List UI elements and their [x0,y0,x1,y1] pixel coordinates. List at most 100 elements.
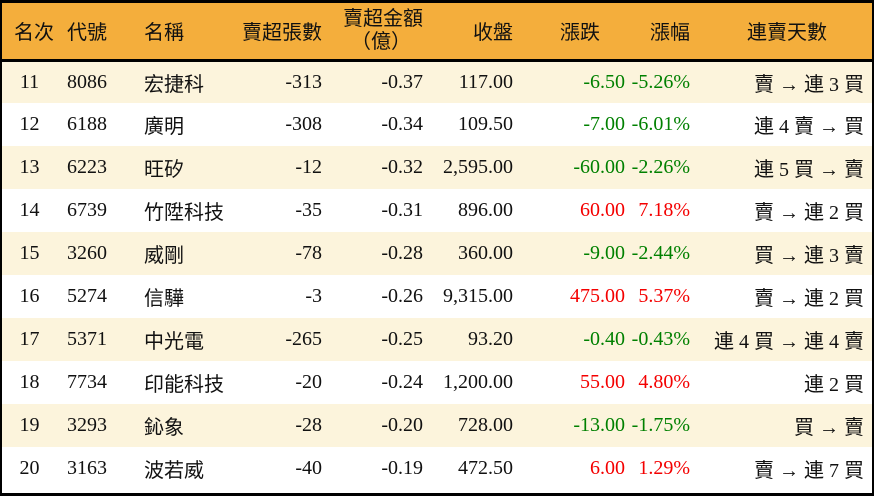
change-pct-cell: -2.26% [631,156,690,178]
sell-volume-cell: -313 [285,70,322,93]
table-row: 19 3293 鈊象 -28 -0.20 728.00 -13.00 -1.75… [2,404,872,447]
column-header-sell-amount: 賣超金額 （億） [327,3,427,62]
stock-code-cell: 6188 [67,113,107,135]
streak-cell: 買 → 賣 [794,417,864,439]
column-header-sell-amount-line2: （億） [351,30,411,53]
stock-name-cell: 信驊 [144,288,184,310]
column-header-change-pct: 漲幅 [627,3,692,62]
close-price-cell: 360.00 [458,242,513,264]
stock-code-cell: 5371 [67,328,107,350]
sell-volume-cell: -28 [295,414,322,436]
stock-code-cell: 5274 [67,285,107,307]
sell-volume-cell: -265 [285,328,322,350]
close-price-cell: 728.00 [458,414,513,436]
rank-cell: 19 [19,414,40,436]
streak-cell: 連 4 賣 → 買 [754,116,864,138]
stock-name-cell: 宏捷科 [144,73,204,96]
close-price-cell: 109.50 [458,113,513,135]
change-pct-cell: -2.44% [631,242,690,264]
sell-amount-cell: -0.28 [381,242,423,264]
table-row: 12 6188 廣明 -308 -0.34 109.50 -7.00 -6.01… [2,103,872,146]
rank-cell: 17 [19,328,40,350]
column-header-streak: 連賣天數 [692,3,872,62]
column-header-name: 名稱 [117,3,237,62]
table-row: 13 6223 旺矽 -12 -0.32 2,595.00 -60.00 -2.… [2,146,872,189]
table-row: 11 8086 宏捷科 -313 -0.37 117.00 -6.50 -5.2… [2,60,872,103]
rank-cell: 14 [19,199,40,221]
change-cell: -13.00 [573,414,625,436]
sell-amount-cell: -0.32 [381,156,423,178]
change-cell: -7.00 [583,113,625,135]
change-cell: 475.00 [570,285,625,307]
table-row: 18 7734 印能科技 -20 -0.24 1,200.00 55.00 4.… [2,361,872,404]
sell-volume-cell: -40 [295,457,322,479]
close-price-cell: 896.00 [458,199,513,221]
rank-cell: 12 [19,113,40,135]
close-price-cell: 93.20 [468,328,513,350]
change-pct-cell: 5.37% [638,285,690,307]
sell-volume-cell: -35 [295,199,322,221]
sell-amount-cell: -0.34 [381,113,423,135]
column-header-sell-amount-line1: 賣超金額 [343,7,423,30]
rank-cell: 11 [19,70,40,93]
change-pct-cell: 7.18% [638,199,690,221]
change-pct-cell: -1.75% [631,414,690,436]
stock-code-cell: 6739 [67,199,107,221]
streak-cell: 連 5 買 → 賣 [754,159,864,181]
change-cell: -0.40 [583,328,625,350]
column-header-sell-volume: 賣超張數 [237,3,327,62]
sell-volume-cell: -3 [305,285,322,307]
sell-amount-cell: -0.19 [381,457,423,479]
stock-name-cell: 旺矽 [144,159,184,181]
sell-volume-cell: -308 [285,113,322,135]
stock-name-cell: 中光電 [144,331,204,353]
stock-code-cell: 3163 [67,457,107,479]
table-row: 15 3260 威剛 -78 -0.28 360.00 -9.00 -2.44%… [2,232,872,275]
sell-amount-cell: -0.37 [381,70,423,93]
stock-name-cell: 鈊象 [144,417,184,439]
streak-cell: 買 → 連 3 賣 [754,245,864,267]
stock-name-cell: 波若威 [144,460,204,482]
streak-cell: 賣 → 連 2 買 [754,288,864,310]
stock-code-cell: 8086 [67,70,107,93]
column-header-rank: 名次 [2,3,57,62]
table-row: 17 5371 中光電 -265 -0.25 93.20 -0.40 -0.43… [2,318,872,361]
net-sell-ranking-table: 名次 代號 名稱 賣超張數 賣超金額 （億） 收盤 漲跌 漲幅 連賣天數 11 … [2,3,872,490]
change-pct-cell: -0.43% [631,328,690,350]
sell-volume-cell: -78 [295,242,322,264]
rank-cell: 20 [19,457,40,479]
change-cell: 55.00 [580,371,625,393]
change-cell: 60.00 [580,199,625,221]
stock-name-cell: 竹陞科技 [144,202,224,224]
sell-volume-cell: -20 [295,371,322,393]
stock-name-cell: 印能科技 [144,374,224,396]
sell-volume-cell: -12 [295,156,322,178]
streak-cell: 賣 → 連 3 買 [754,73,864,96]
change-pct-cell: 4.80% [638,371,690,393]
streak-cell: 連 2 買 [804,374,864,396]
sell-amount-cell: -0.31 [381,199,423,221]
sell-amount-cell: -0.20 [381,414,423,436]
change-cell: -60.00 [573,156,625,178]
streak-cell: 連 4 買 → 連 4 賣 [714,331,864,353]
change-pct-cell: -6.01% [631,113,690,135]
stock-name-cell: 威剛 [144,245,184,267]
close-price-cell: 2,595.00 [443,156,513,178]
table-row: 20 3163 波若威 -40 -0.19 472.50 6.00 1.29% … [2,447,872,490]
close-price-cell: 117.00 [458,70,513,93]
close-price-cell: 1,200.00 [443,371,513,393]
rank-cell: 16 [19,285,40,307]
change-cell: -6.50 [583,70,625,93]
sell-amount-cell: -0.25 [381,328,423,350]
column-header-close: 收盤 [427,3,517,62]
stock-code-cell: 3260 [67,242,107,264]
table-row: 16 5274 信驊 -3 -0.26 9,315.00 475.00 5.37… [2,275,872,318]
stock-name-cell: 廣明 [144,116,184,138]
rank-cell: 15 [19,242,40,264]
table-row: 14 6739 竹陞科技 -35 -0.31 896.00 60.00 7.18… [2,189,872,232]
rank-cell: 18 [19,371,40,393]
stock-code-cell: 3293 [67,414,107,436]
header-row: 名次 代號 名稱 賣超張數 賣超金額 （億） 收盤 漲跌 漲幅 連賣天數 [2,3,872,62]
change-pct-cell: 1.29% [638,457,690,479]
